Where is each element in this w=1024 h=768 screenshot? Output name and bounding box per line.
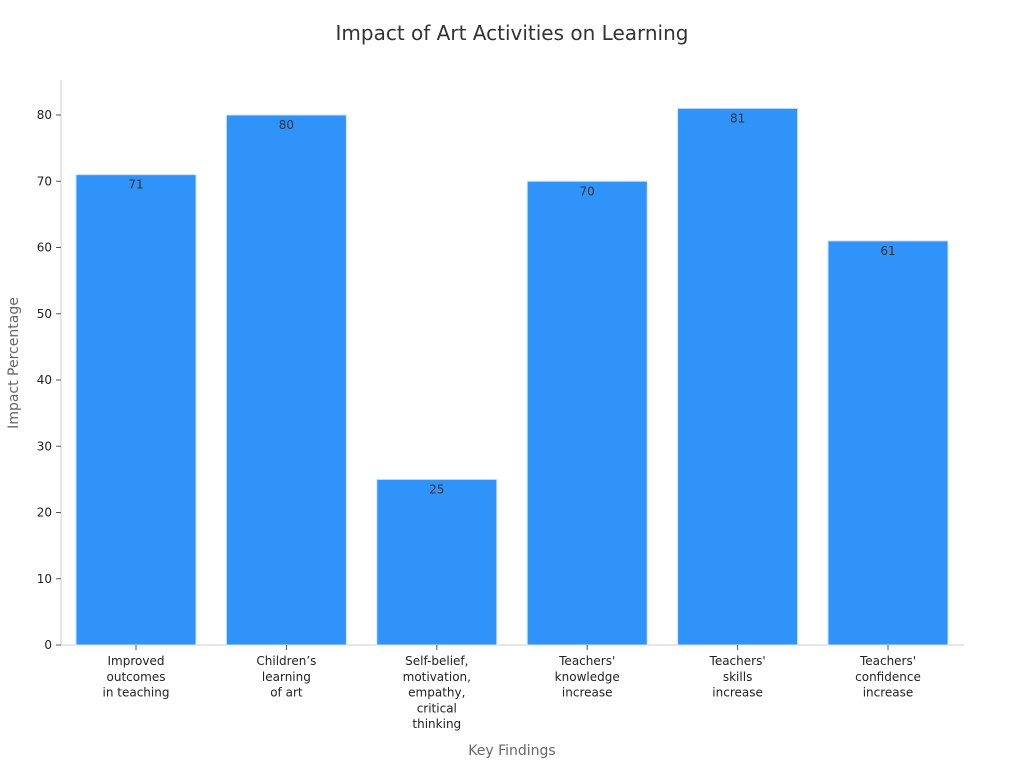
- x-category-label: Teachers' confidence increase: [855, 654, 921, 700]
- x-category-label-line: learning: [262, 670, 311, 684]
- bar-value-label: 70: [580, 184, 595, 198]
- x-category-label-line: thinking: [412, 717, 461, 731]
- y-tick-label: 80: [37, 108, 52, 122]
- x-category-label-line: Teachers': [558, 654, 615, 668]
- x-category-label-line: empathy,: [408, 686, 465, 700]
- x-category-label-line: critical: [417, 701, 457, 715]
- x-category-label-line: motivation,: [403, 670, 471, 684]
- y-tick-label: 10: [37, 572, 52, 586]
- y-tick-label: 30: [37, 439, 52, 453]
- y-ticks-group: 0 10 20 30 40 50 60 70 80: [37, 108, 61, 652]
- bars-group: 71 80 25 70 81 61: [75, 107, 949, 646]
- bar: [225, 114, 347, 646]
- y-tick-label: 50: [37, 307, 52, 321]
- bar: [75, 174, 197, 646]
- x-category-label-line: Children’s: [256, 654, 316, 668]
- x-category-label-line: Self-belief,: [405, 654, 468, 668]
- x-category-label-line: increase: [863, 686, 914, 700]
- y-tick-label: 0: [44, 638, 52, 652]
- x-category-label: Teachers' skills increase: [709, 654, 766, 700]
- x-category-label-line: increase: [562, 686, 613, 700]
- x-category-label-line: of art: [270, 686, 303, 700]
- x-category-label-line: increase: [712, 686, 763, 700]
- x-category-label: Children’s learning of art: [256, 654, 316, 700]
- x-category-label: Improved outcomes in teaching: [103, 654, 170, 700]
- y-tick-label: 60: [37, 241, 52, 255]
- bar: [677, 107, 799, 646]
- bar-value-label: 61: [880, 244, 895, 258]
- x-category-label-line: Teachers': [859, 654, 916, 668]
- y-axis-title: Impact Percentage: [6, 297, 22, 429]
- x-category-label-line: skills: [723, 670, 752, 684]
- x-category-label-line: Improved: [108, 654, 165, 668]
- x-category-label-line: confidence: [855, 670, 921, 684]
- bar-value-label: 71: [128, 178, 143, 192]
- y-tick-label: 70: [37, 174, 52, 188]
- bar-value-label: 81: [730, 111, 745, 125]
- y-tick-label: 40: [37, 373, 52, 387]
- x-category-label: Teachers' knowledge increase: [555, 654, 620, 700]
- x-category-label-line: outcomes: [107, 670, 166, 684]
- x-category-label-line: in teaching: [103, 686, 170, 700]
- bar-value-label: 25: [429, 482, 444, 496]
- bar: [376, 478, 498, 646]
- x-labels-group: Improved outcomes in teaching Children’s lea…: [103, 645, 921, 731]
- x-category-label: Self-belief, motivation, empathy, critical t…: [403, 654, 471, 731]
- x-category-label-line: knowledge: [555, 670, 620, 684]
- x-category-label-line: Teachers': [709, 654, 766, 668]
- bar: [526, 180, 648, 646]
- y-tick-label: 20: [37, 506, 52, 520]
- bar-value-label: 80: [279, 118, 294, 132]
- x-axis-title: Key Findings: [468, 743, 555, 759]
- bar: [827, 240, 949, 646]
- chart-title: Impact of Art Activities on Learning: [336, 21, 689, 45]
